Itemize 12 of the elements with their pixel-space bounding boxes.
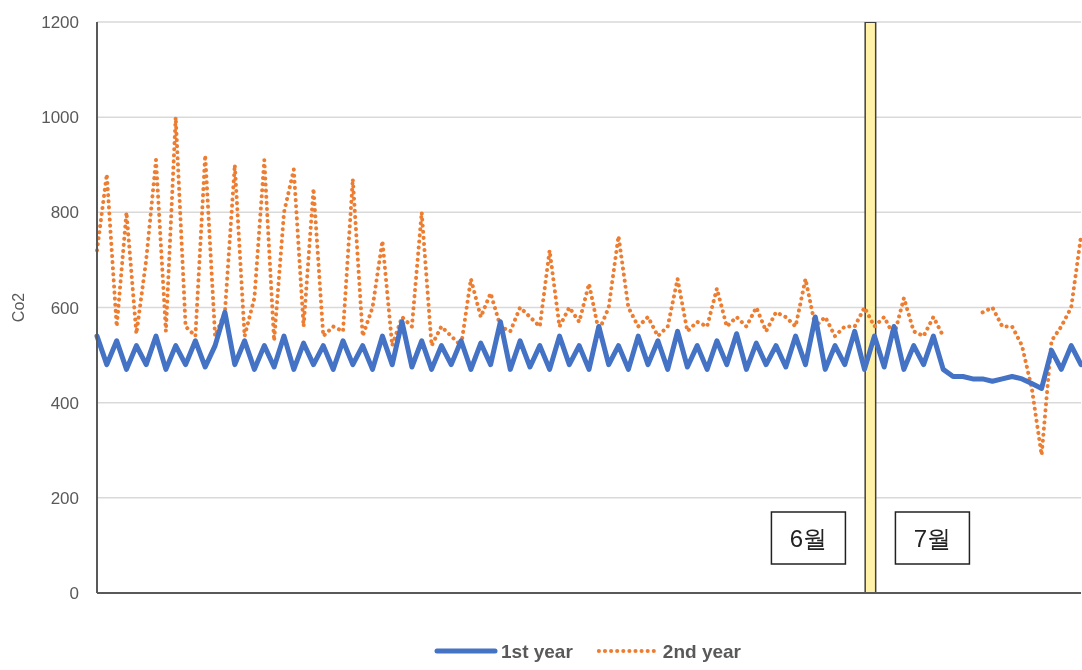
y-tick-label: 1000 — [41, 108, 79, 128]
y-axis-title: Co2 — [10, 292, 27, 323]
annotation: 7월 — [913, 525, 952, 552]
legend-label: 1st year — [501, 641, 574, 662]
y-tick-label: 400 — [50, 393, 79, 413]
y-tick-label: 0 — [69, 584, 79, 603]
y-tick-label: 800 — [50, 203, 79, 223]
annotation: 6월 — [789, 525, 828, 552]
y-tick-label: 1200 — [41, 13, 79, 32]
y-tick-label: 200 — [50, 488, 79, 508]
legend-label: 2nd year — [662, 641, 742, 662]
y-tick-label: 600 — [50, 298, 79, 318]
